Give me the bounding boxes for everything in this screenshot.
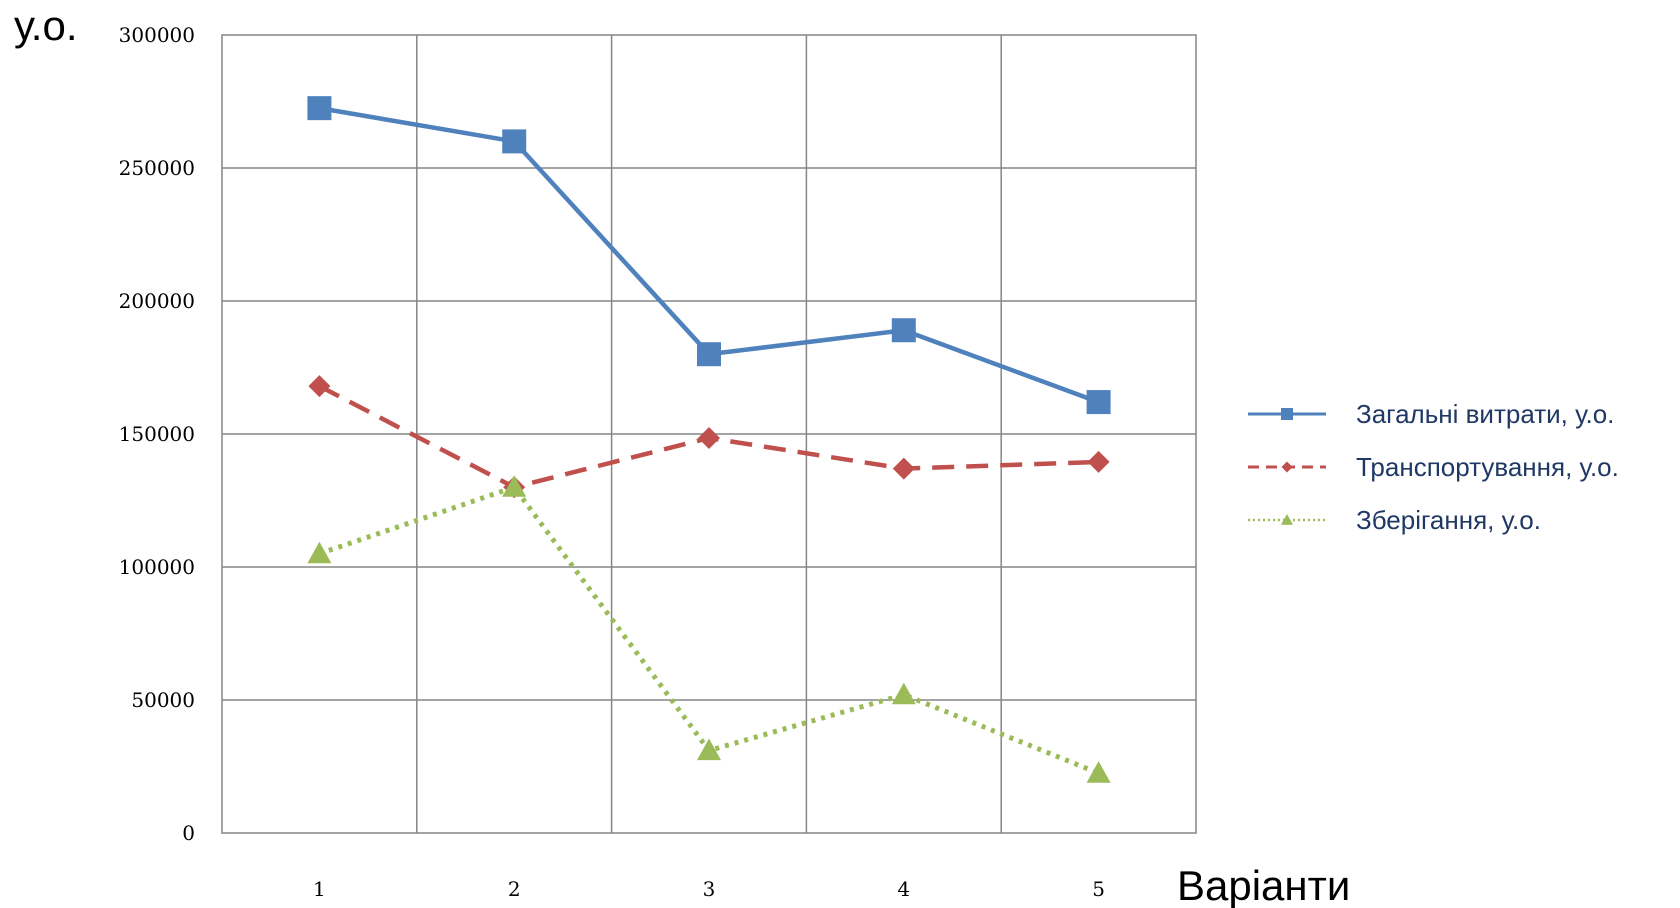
y-tick-label: 100000 (119, 555, 195, 579)
data-point (307, 541, 332, 564)
data-point (1087, 450, 1110, 473)
data-point (1086, 390, 1111, 415)
x-tick-label: 3 (703, 877, 716, 901)
x-tick-label: 2 (508, 877, 521, 901)
series-line (318, 484, 1100, 776)
y-tick-label: 0 (182, 821, 195, 845)
legend-label: Транспортування, у.о. (1356, 452, 1619, 482)
series-2 (308, 375, 1110, 499)
legend-item: Транспортування, у.о. (1248, 452, 1619, 482)
x-tick-label: 5 (1092, 877, 1105, 901)
data-point (502, 129, 527, 154)
y-tick-label: 50000 (131, 688, 195, 712)
legend-marker (1281, 514, 1293, 525)
series-group (307, 96, 1111, 783)
y-axis-label: у.о. (14, 2, 78, 49)
data-point (307, 96, 332, 121)
data-point (891, 318, 916, 343)
data-point (308, 375, 331, 398)
grid-lines (222, 35, 1196, 833)
legend-marker (1281, 408, 1293, 420)
x-tick-label: 1 (313, 877, 326, 901)
data-point (698, 426, 720, 449)
legend: Загальні витрати, у.о. Транспортування, у… (1248, 399, 1619, 535)
data-point (697, 342, 721, 367)
data-point (697, 738, 721, 761)
legend-label: Зберігання, у.о. (1356, 505, 1541, 535)
legend-label: Загальні витрати, у.о. (1356, 399, 1614, 429)
series-3 (307, 475, 1111, 783)
data-point (1086, 761, 1111, 783)
y-axis-ticks: 0 50000 100000 150000 200000 250000 300000 (119, 23, 195, 845)
data-point (892, 457, 915, 480)
data-point (502, 475, 527, 497)
y-tick-label: 300000 (119, 23, 195, 47)
y-tick-label: 250000 (119, 156, 195, 180)
x-axis-label: Варіанти (1177, 862, 1350, 908)
series-1 (307, 96, 1111, 415)
legend-item: Загальні витрати, у.о. (1248, 399, 1614, 429)
y-tick-label: 150000 (119, 422, 195, 446)
y-tick-label: 200000 (119, 289, 195, 313)
x-tick-label: 4 (897, 877, 910, 901)
x-axis-ticks: 1 2 3 4 5 (313, 877, 1105, 901)
plot-area (221, 34, 1197, 834)
legend-marker (1281, 461, 1293, 473)
legend-item: Зберігання, у.о. (1248, 505, 1541, 535)
data-point (891, 682, 916, 705)
